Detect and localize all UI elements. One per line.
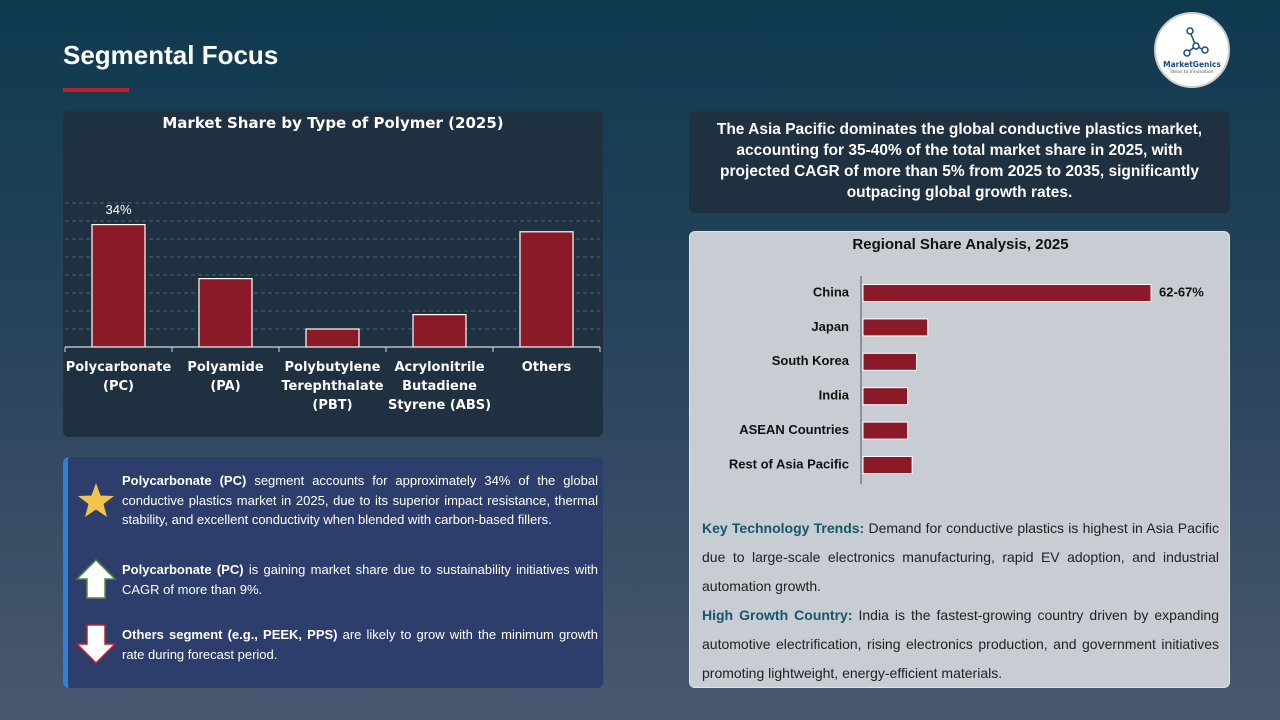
bullet: Polycarbonate (PC) segment accounts for … [122, 471, 598, 530]
value-label: 62-67% [1159, 284, 1204, 299]
bullet-text: segment accounts for approximately 34% o… [122, 473, 598, 527]
bullet-lead: Polycarbonate (PC) [122, 562, 244, 577]
chart-title: Regional Share Analysis, 2025 [852, 236, 1069, 253]
x-tick-label: Polycarbonate (PC) [65, 360, 172, 394]
y-tick-label: India [819, 388, 850, 403]
bullet-box: Polycarbonate (PC) segment accounts for … [63, 457, 603, 688]
bar [412, 314, 467, 348]
slide-title: Segmental Focus [63, 40, 279, 70]
logo-tagline: Ideas to Innovation [1170, 70, 1214, 75]
bar [862, 284, 1152, 302]
x-tick-label: Acrylonitrile Butadiene Styrene (ABS) [387, 360, 492, 413]
note-text: India is the fastest-growing country dri… [702, 607, 1220, 681]
bar [305, 328, 360, 348]
bar [862, 456, 913, 474]
polymer-chart: 34% [64, 202, 601, 352]
note: Key Technology Trends: Demand for conduc… [702, 514, 1219, 601]
y-tick-label: Japan [811, 319, 849, 334]
y-tick-label: Rest of Asia Pacific [729, 456, 849, 471]
y-tick-label: ASEAN Countries [739, 422, 849, 437]
bullet: Polycarbonate (PC) is gaining market sha… [122, 560, 598, 599]
bullet: Others segment (e.g., PEEK, PPS) are lik… [122, 625, 598, 664]
note-lead: Key Technology Trends: [702, 520, 865, 536]
x-tick-label: Polyamide (PA) [187, 360, 264, 394]
bar [198, 278, 253, 348]
y-tick-label: South Korea [772, 353, 850, 368]
x-tick-label: Others [521, 360, 572, 375]
title-underline [63, 88, 129, 92]
bar [862, 352, 918, 371]
regional-panel: Regional Share Analysis, 2025 China 62-67… [689, 231, 1230, 688]
note: High Growth Country: India is the fastes… [702, 601, 1219, 688]
highlight-box: The Asia Pacific dominates the global co… [689, 111, 1230, 213]
bullet-text: is gaining market share due to sustainab… [122, 562, 598, 597]
value-label: 34% [105, 202, 131, 217]
note-lead: High Growth Country: [702, 607, 853, 623]
bar [862, 421, 909, 440]
bar [862, 318, 929, 337]
logo-name: MarketGenics [1163, 60, 1221, 69]
bullet-lead: Others segment (e.g., PEEK, PPS) [122, 627, 338, 642]
note-text: Demand for conductive plastics is highes… [702, 520, 1219, 594]
bar [862, 387, 909, 406]
chart-title: Market Share by Type of Polymer (2025) [162, 114, 504, 132]
bar [519, 231, 574, 348]
bullet-text: are likely to grow with the minimum grow… [122, 627, 599, 662]
bullet-lead: Polycarbonate (PC) [122, 473, 247, 488]
logo-icon [1183, 27, 1209, 57]
y-tick-label: China [813, 284, 850, 299]
polymer-chart-panel: Market Share by Type of Polymer (2025) 3… [63, 111, 603, 437]
bullet-icons [75, 483, 117, 665]
logo: MarketGenics Ideas to Innovation [1154, 12, 1230, 88]
x-tick-label: Polybutylene Terephthalate (PBT) [281, 360, 384, 413]
bar [91, 223, 146, 348]
regional-chart: China 62-67% Japan South Korea India ASEAN Co… [729, 276, 1204, 485]
